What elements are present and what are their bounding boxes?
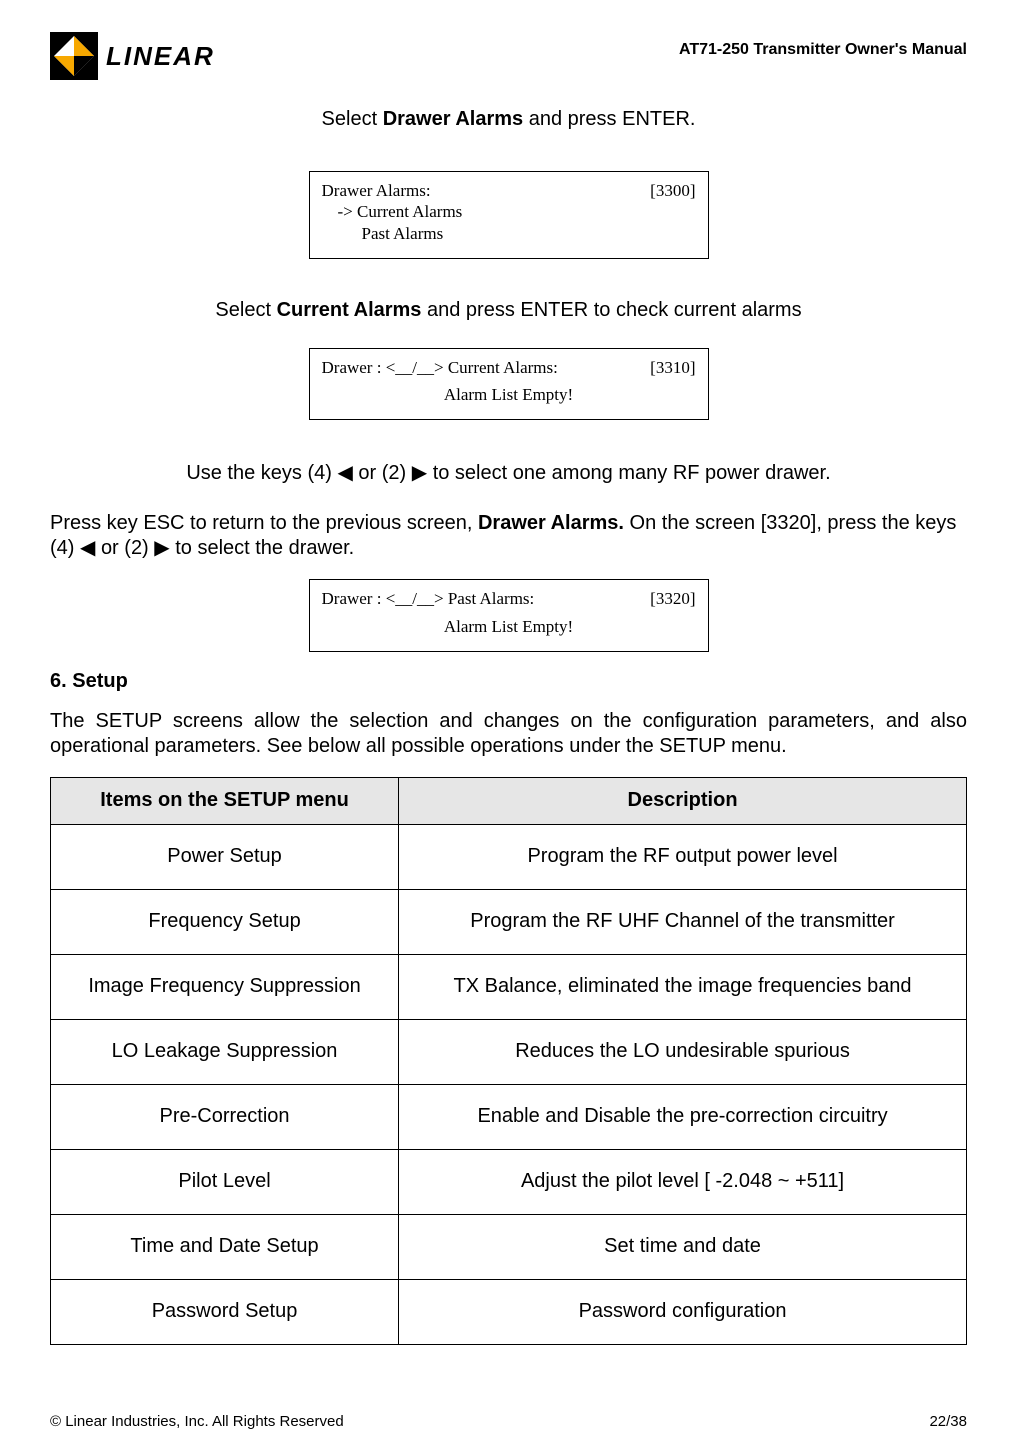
screen-text: Drawer Alarms: [322,180,431,201]
screen-text: Alarm List Empty! [322,384,696,405]
cell-desc: Enable and Disable the pre-correction ci… [399,1084,967,1149]
text: Select [322,108,383,130]
cell-item: Power Setup [51,824,399,889]
section-6-paragraph: The SETUP screens allow the selection an… [50,709,967,759]
text-bold: Current Alarms [277,299,422,321]
cell-item: Pilot Level [51,1149,399,1214]
table-row: Pre-Correction Enable and Disable the pr… [51,1084,967,1149]
instruction-1: Select Drawer Alarms and press ENTER. [50,108,967,131]
lcd-screen-3310: Drawer : <__/__> Current Alarms: [3310] … [309,348,709,421]
table-row: Frequency Setup Program the RF UHF Chann… [51,889,967,954]
table-row: Power Setup Program the RF output power … [51,824,967,889]
cell-desc: Adjust the pilot level [ -2.048 ~ +511] [399,1149,967,1214]
cell-desc: Password configuration [399,1279,967,1344]
logo-text: LINEAR [106,41,215,72]
table-row: Password Setup Password configuration [51,1279,967,1344]
screen-code: [3320] [650,588,695,609]
screen-row: Drawer : <__/__> Current Alarms: [3310] [322,357,696,378]
copyright-text: © Linear Industries, Inc. All Rights Res… [50,1413,344,1430]
text: Select [215,299,276,321]
table-row: Image Frequency Suppression TX Balance, … [51,954,967,1019]
logo: LINEAR [50,32,215,80]
col-header-items: Items on the SETUP menu [51,777,399,824]
cell-item: Password Setup [51,1279,399,1344]
page: LINEAR AT71-250 Transmitter Owner's Manu… [0,0,1017,1450]
text-bold: Drawer Alarms. [478,512,624,534]
section-heading-6: 6. Setup [50,670,967,693]
cell-desc: TX Balance, eliminated the image frequen… [399,954,967,1019]
instruction-4: Press key ESC to return to the previous … [50,511,967,561]
screen-text: Past Alarms [322,223,696,244]
page-footer: © Linear Industries, Inc. All Rights Res… [50,1413,967,1430]
cell-desc: Set time and date [399,1214,967,1279]
page-body: Select Drawer Alarms and press ENTER. Dr… [50,108,967,1345]
page-number: 22/38 [929,1413,967,1430]
cell-desc: Reduces the LO undesirable spurious [399,1019,967,1084]
table-row: Pilot Level Adjust the pilot level [ -2.… [51,1149,967,1214]
cell-item: LO Leakage Suppression [51,1019,399,1084]
lcd-screen-3300: Drawer Alarms: [3300] -> Current Alarms … [309,171,709,259]
setup-menu-table: Items on the SETUP menu Description Powe… [50,777,967,1345]
table-header-row: Items on the SETUP menu Description [51,777,967,824]
screen-row: Drawer Alarms: [3300] [322,180,696,201]
cell-item: Image Frequency Suppression [51,954,399,1019]
screen-text: Alarm List Empty! [322,616,696,637]
text: Press key ESC to return to the previous … [50,512,478,534]
instruction-3: Use the keys (4) ◀ or (2) ▶ to select on… [50,460,967,485]
page-header: LINEAR AT71-250 Transmitter Owner's Manu… [50,20,967,80]
cell-item: Pre-Correction [51,1084,399,1149]
cell-desc: Program the RF UHF Channel of the transm… [399,889,967,954]
screen-text: Drawer : <__/__> Current Alarms: [322,357,558,378]
table-row: LO Leakage Suppression Reduces the LO un… [51,1019,967,1084]
lcd-screen-3320: Drawer : <__/__> Past Alarms: [3320] Ala… [309,579,709,652]
text: and press ENTER to check current alarms [421,299,801,321]
instruction-2: Select Current Alarms and press ENTER to… [50,299,967,322]
table-row: Time and Date Setup Set time and date [51,1214,967,1279]
logo-icon [50,32,98,80]
col-header-description: Description [399,777,967,824]
screen-text: Drawer : <__/__> Past Alarms: [322,588,535,609]
screen-code: [3310] [650,357,695,378]
cell-item: Time and Date Setup [51,1214,399,1279]
screen-text: -> Current Alarms [322,201,696,222]
manual-title: AT71-250 Transmitter Owner's Manual [679,41,967,59]
text: and press ENTER. [523,108,695,130]
screen-row: Drawer : <__/__> Past Alarms: [3320] [322,588,696,609]
screen-code: [3300] [650,180,695,201]
cell-desc: Program the RF output power level [399,824,967,889]
cell-item: Frequency Setup [51,889,399,954]
text-bold: Drawer Alarms [383,108,523,130]
